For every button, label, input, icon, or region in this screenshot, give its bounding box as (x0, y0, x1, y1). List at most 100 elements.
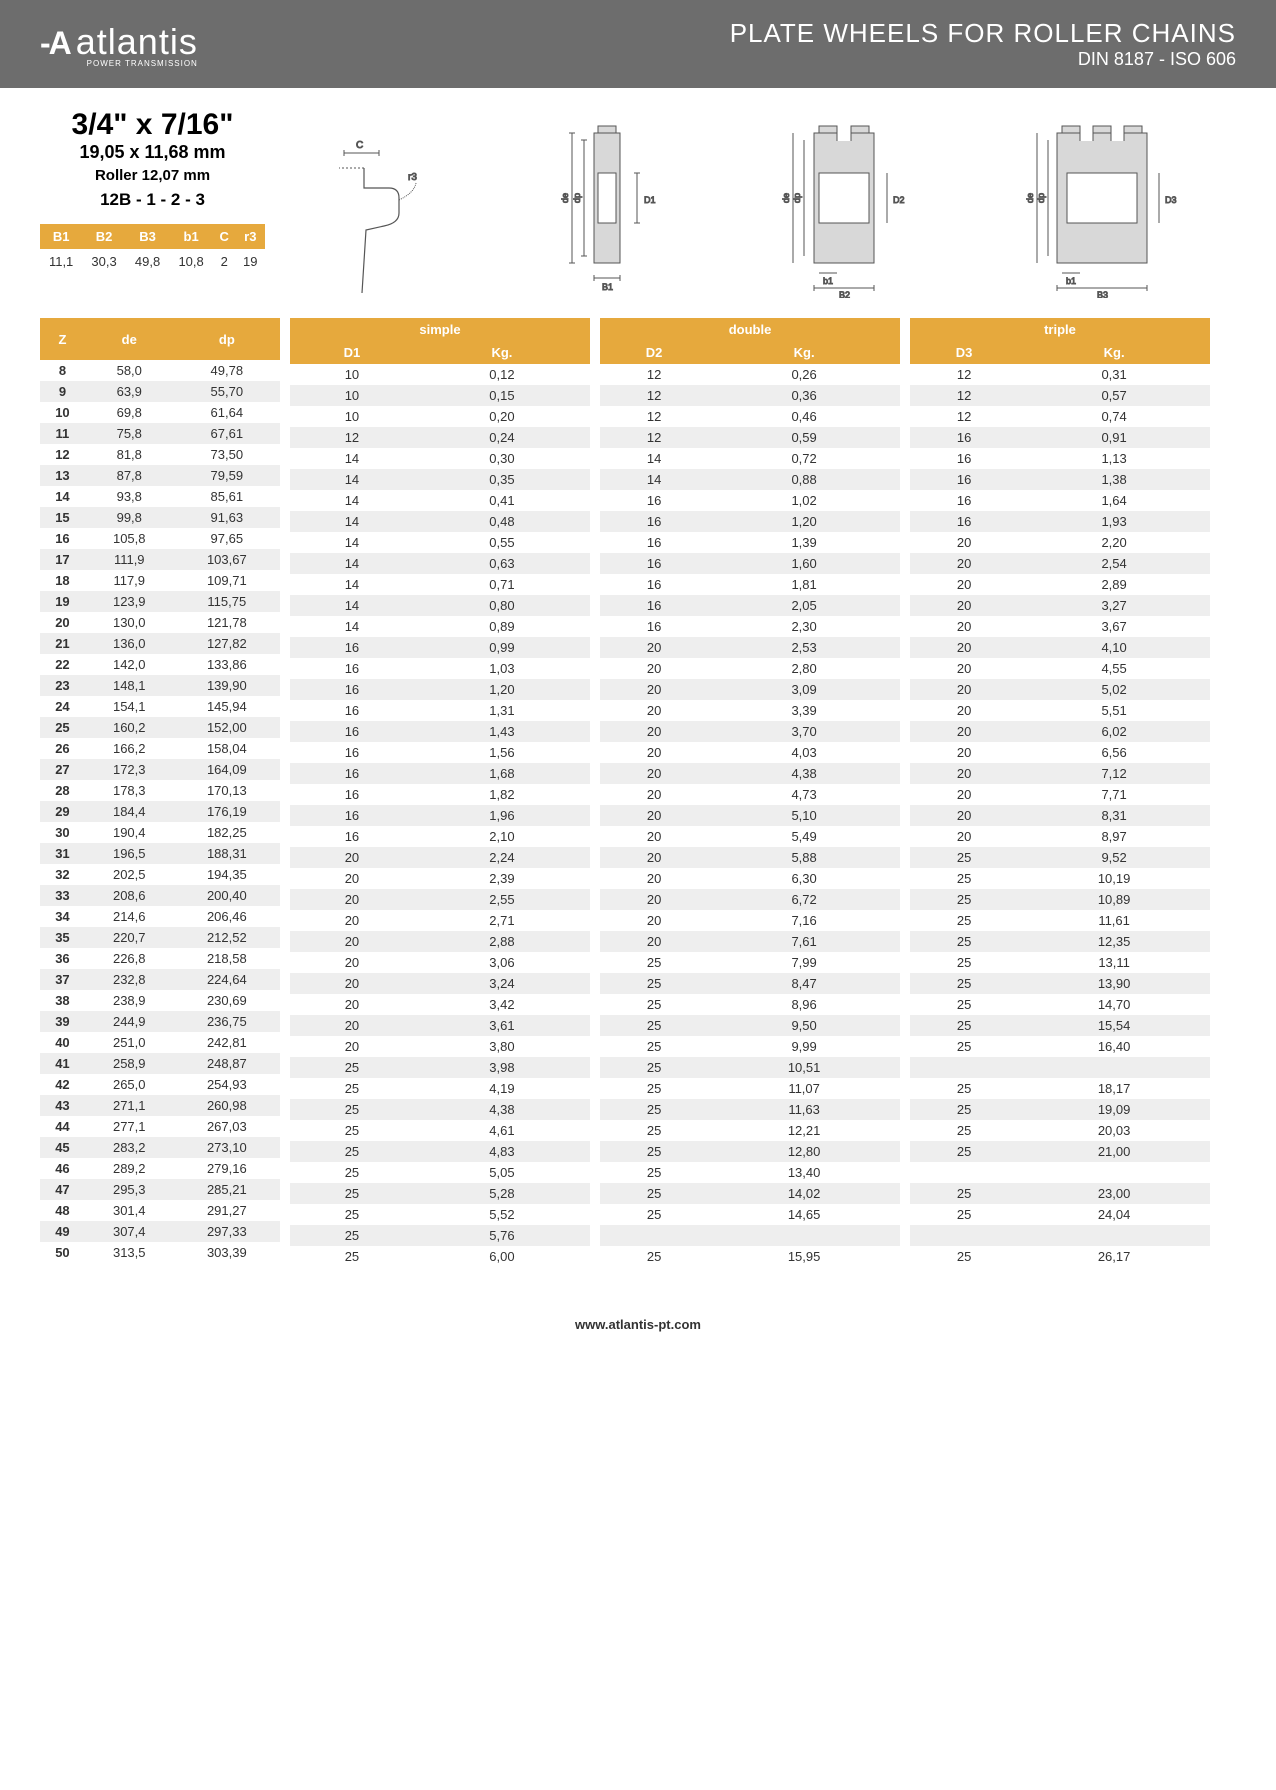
cell: 1,20 (708, 511, 900, 532)
cell: 14 (290, 490, 414, 511)
cell: 277,1 (85, 1116, 174, 1137)
cell: 25 (290, 1225, 414, 1246)
spec-param-td: 19 (236, 249, 265, 274)
cell: 10 (40, 402, 85, 423)
table-row: 2510,51 (600, 1057, 900, 1078)
cell: 15 (40, 507, 85, 528)
cell: 172,3 (85, 759, 174, 780)
table-row: 161,68 (290, 763, 590, 784)
cell: 121,78 (174, 612, 280, 633)
cell: 154,1 (85, 696, 174, 717)
cell: 206,46 (174, 906, 280, 927)
spec-param-th: B1 (40, 224, 82, 249)
cell: 20 (290, 931, 414, 952)
cell: 25 (600, 994, 708, 1015)
cell: 214,6 (85, 906, 174, 927)
table-row: 2516,40 (910, 1036, 1210, 1057)
cell: 20 (600, 742, 708, 763)
cell: 58,0 (85, 360, 174, 381)
cell: 6,72 (708, 889, 900, 910)
cell: 283,2 (85, 1137, 174, 1158)
cell: 152,00 (174, 717, 280, 738)
cell: 41 (40, 1053, 85, 1074)
table-row: 2520,03 (910, 1120, 1210, 1141)
double-section-diagram: de dp D2 b1 B2 (759, 118, 929, 298)
cell: 21,00 (1018, 1141, 1210, 1162)
cell: 7,99 (708, 952, 900, 973)
cell: 11,61 (1018, 910, 1210, 931)
cell: 2,88 (414, 931, 590, 952)
table-row: 208,31 (910, 805, 1210, 826)
cell: 3,27 (1018, 595, 1210, 616)
cell: 25 (290, 1246, 414, 1267)
cell: 25 (290, 1057, 414, 1078)
table-row: 161,13 (910, 448, 1210, 469)
cell: 5,28 (414, 1183, 590, 1204)
cell: 42 (40, 1074, 85, 1095)
cell: 25 (600, 1099, 708, 1120)
cell: 6,30 (708, 868, 900, 889)
svg-text:D2: D2 (893, 195, 905, 205)
table-row: 205,10 (600, 805, 900, 826)
cell: 3,06 (414, 952, 590, 973)
cell: 20 (910, 721, 1018, 742)
table-row: 205,49 (600, 826, 900, 847)
cell: 291,27 (174, 1200, 280, 1221)
table-row: 47295,3285,21 (40, 1179, 280, 1200)
cell: 25 (290, 1162, 414, 1183)
cell: 158,04 (174, 738, 280, 759)
cell: 25 (910, 1078, 1018, 1099)
cell: 0,89 (414, 616, 590, 637)
table-row: 255,76 (290, 1225, 590, 1246)
cell: 0,59 (708, 427, 900, 448)
table-row: 161,82 (290, 784, 590, 805)
table-row: 161,43 (290, 721, 590, 742)
cell: 13,11 (1018, 952, 1210, 973)
cell: 16 (600, 553, 708, 574)
cell: 25 (600, 1204, 708, 1225)
cell: 176,19 (174, 801, 280, 822)
cell: 188,31 (174, 843, 280, 864)
cell: 91,63 (174, 507, 280, 528)
cell: 3,39 (708, 700, 900, 721)
cell: 3,80 (414, 1036, 590, 1057)
svg-text:B3: B3 (1097, 290, 1108, 298)
table-row: 206,56 (910, 742, 1210, 763)
cell: 130,0 (85, 612, 174, 633)
cell: 117,9 (85, 570, 174, 591)
cell: 25 (600, 1183, 708, 1204)
cell: 148,1 (85, 675, 174, 696)
cell: 25 (290, 1120, 414, 1141)
cell: 20 (910, 532, 1018, 553)
logo-icon: -A (40, 25, 70, 62)
table-row: 2519,09 (910, 1099, 1210, 1120)
th-dp: dp (174, 318, 280, 360)
cell: 0,48 (414, 511, 590, 532)
cell: 8,47 (708, 973, 900, 994)
spec-roller: Roller 12,07 mm (40, 167, 265, 184)
cell: 20 (910, 763, 1018, 784)
cell: 14,02 (708, 1183, 900, 1204)
cell: 44 (40, 1116, 85, 1137)
cell: 25 (910, 1015, 1018, 1036)
cell: 25 (910, 868, 1018, 889)
cell: 63,9 (85, 381, 174, 402)
cell: 1,56 (414, 742, 590, 763)
cell: 232,8 (85, 969, 174, 990)
double-table: double D2 Kg. 120,26120,36120,46120,5914… (600, 318, 900, 1267)
cell: 109,71 (174, 570, 280, 591)
cell: 29 (40, 801, 85, 822)
cell: 14,65 (708, 1204, 900, 1225)
table-row: 254,19 (290, 1078, 590, 1099)
cell: 295,3 (85, 1179, 174, 1200)
table-row: 21136,0127,82 (40, 633, 280, 654)
cell: 21 (40, 633, 85, 654)
table-row: 161,39 (600, 532, 900, 553)
table-row: 42265,0254,93 (40, 1074, 280, 1095)
cell: 36 (40, 948, 85, 969)
cell: 123,9 (85, 591, 174, 612)
table-row: 204,38 (600, 763, 900, 784)
cell: 25 (910, 1120, 1018, 1141)
cell: 20 (600, 700, 708, 721)
cell: 15,95 (708, 1246, 900, 1267)
